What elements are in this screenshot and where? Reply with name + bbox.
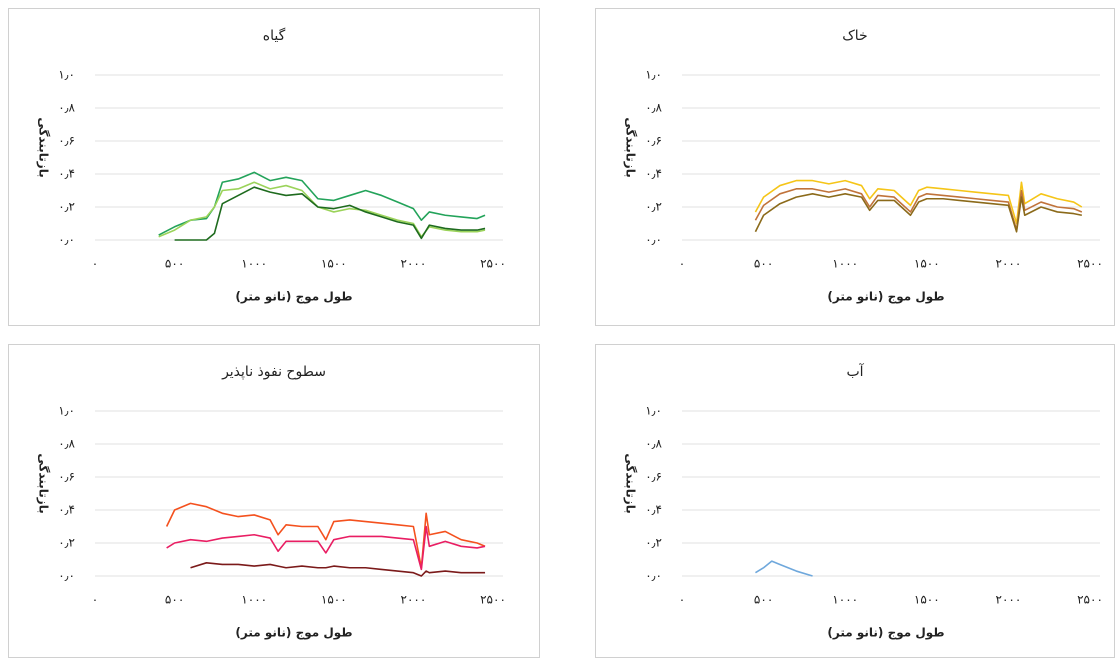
x-tick-label: ۰ bbox=[679, 257, 685, 271]
y-tick-label: ۰٫۶ bbox=[645, 134, 662, 148]
x-axis-label: طول موج (نانو متر) bbox=[827, 290, 944, 305]
x-tick-label: ۱۰۰۰ bbox=[241, 593, 267, 607]
x-tick-label: ۲۵۰۰ bbox=[480, 257, 506, 271]
chart-title: خاک bbox=[842, 28, 867, 44]
x-tick-label: ۰ bbox=[92, 593, 98, 607]
x-tick-label: ۵۰۰ bbox=[165, 257, 184, 271]
panel-frame bbox=[595, 344, 1115, 658]
x-tick-label: ۲۵۰۰ bbox=[480, 593, 506, 607]
y-tick-label: ۰٫۲ bbox=[58, 536, 75, 550]
y-tick-label: ۰٫۲ bbox=[645, 536, 662, 550]
data-line bbox=[158, 181, 486, 238]
y-axis-label: بازتابندگی bbox=[37, 117, 51, 177]
y-tick-label: ۰٫۴ bbox=[645, 167, 662, 181]
chart-title: آب bbox=[846, 363, 864, 380]
x-tick-label: ۱۵۰۰ bbox=[914, 593, 940, 607]
x-tick-label: ۱۵۰۰ bbox=[321, 257, 347, 271]
y-axis-label: بازتابندگی bbox=[624, 117, 638, 177]
y-tick-label: ۰٫۰ bbox=[645, 569, 662, 583]
data-line bbox=[754, 188, 1083, 231]
chart-panel: آب ۰٫۰ ۰٫۲ ۰٫۴ ۰٫۶ ۰٫۸ ۱٫۰ ۰ ۵۰۰ ۱۰۰۰ ۱۵۰۰ ۲۰۰۰ ۲۵۰۰… bbox=[595, 344, 1115, 658]
y-tick-label: ۱٫۰ bbox=[58, 404, 75, 418]
x-tick-label: ۰ bbox=[679, 593, 685, 607]
y-tick-label: ۰٫۴ bbox=[58, 167, 75, 181]
x-tick-label: ۲۰۰۰ bbox=[996, 257, 1022, 271]
x-tick-label: ۲۰۰۰ bbox=[401, 593, 427, 607]
x-tick-label: ۲۵۰۰ bbox=[1077, 593, 1103, 607]
y-tick-label: ۰٫۰ bbox=[58, 233, 75, 247]
panel-frame bbox=[8, 344, 540, 658]
y-tick-label: ۰٫۲ bbox=[645, 200, 662, 214]
chart-panel: سطوح نفوذ ناپذیر ۰٫۰ ۰٫۲ ۰٫۴ ۰٫۶ ۰٫۸ ۱٫۰ ۰ ۵۰۰ ۱۰… bbox=[8, 344, 540, 658]
chart-title: گیاه bbox=[263, 27, 286, 44]
data-line bbox=[754, 179, 1083, 225]
y-tick-label: ۱٫۰ bbox=[58, 68, 75, 82]
y-tick-label: ۰٫۰ bbox=[58, 569, 75, 583]
y-tick-label: ۰٫۶ bbox=[58, 470, 75, 484]
y-tick-label: ۰٫۴ bbox=[58, 503, 75, 517]
y-tick-label: ۰٫۸ bbox=[645, 437, 662, 451]
data-line bbox=[190, 562, 486, 577]
x-tick-label: ۱۰۰۰ bbox=[832, 257, 858, 271]
y-axis-label: بازتابندگی bbox=[624, 453, 638, 513]
y-axis-label: بازتابندگی bbox=[37, 453, 51, 513]
chart-panel: گیاه ۰٫۰ ۰٫۲ ۰٫۴ ۰٫۶ ۰٫۸ ۱٫۰ ۰ ۵۰۰ ۱۰۰۰ ۱۵۰۰ ۲۰۰۰ ۲۵… bbox=[8, 8, 540, 326]
x-tick-label: ۲۵۰۰ bbox=[1077, 257, 1103, 271]
y-tick-label: ۱٫۰ bbox=[645, 68, 662, 82]
panel-frame bbox=[595, 8, 1115, 326]
y-tick-label: ۰٫۶ bbox=[645, 470, 662, 484]
y-tick-label: ۰٫۲ bbox=[58, 200, 75, 214]
y-tick-label: ۰٫۸ bbox=[645, 101, 662, 115]
x-tick-label: ۵۰۰ bbox=[754, 593, 773, 607]
data-line bbox=[158, 171, 486, 236]
y-tick-label: ۰٫۴ bbox=[645, 503, 662, 517]
x-tick-label: ۱۵۰۰ bbox=[914, 257, 940, 271]
x-tick-label: ۵۰۰ bbox=[754, 257, 773, 271]
x-tick-label: ۱۰۰۰ bbox=[241, 257, 267, 271]
x-axis-label: طول موج (نانو متر) bbox=[827, 626, 944, 641]
x-tick-label: ۱۰۰۰ bbox=[832, 593, 858, 607]
data-line bbox=[755, 560, 813, 577]
x-tick-label: ۵۰۰ bbox=[165, 593, 184, 607]
y-tick-label: ۰٫۶ bbox=[58, 134, 75, 148]
panel-frame bbox=[8, 8, 540, 326]
x-axis-label: طول موج (نانو متر) bbox=[235, 626, 352, 641]
x-tick-label: ۰ bbox=[92, 257, 98, 271]
y-tick-label: ۰٫۸ bbox=[58, 437, 75, 451]
x-tick-label: ۲۰۰۰ bbox=[401, 257, 427, 271]
data-line bbox=[754, 193, 1082, 233]
chart-panel: خاک ۰٫۰ ۰٫۲ ۰٫۴ ۰٫۶ ۰٫۸ ۱٫۰ ۰ ۵۰۰ ۱۰۰۰ ۱۵۰۰ ۲۰۰۰ ۲۵۰… bbox=[595, 8, 1115, 326]
chart-title: سطوح نفوذ ناپذیر bbox=[221, 364, 326, 380]
y-tick-label: ۰٫۸ bbox=[58, 101, 75, 115]
y-tick-label: ۱٫۰ bbox=[645, 404, 662, 418]
y-tick-label: ۰٫۰ bbox=[645, 233, 662, 247]
x-tick-label: ۲۰۰۰ bbox=[996, 593, 1022, 607]
data-line bbox=[165, 502, 486, 569]
data-line bbox=[174, 186, 486, 241]
x-tick-label: ۱۵۰۰ bbox=[321, 593, 347, 607]
data-line bbox=[166, 525, 486, 571]
x-axis-label: طول موج (نانو متر) bbox=[235, 290, 352, 305]
